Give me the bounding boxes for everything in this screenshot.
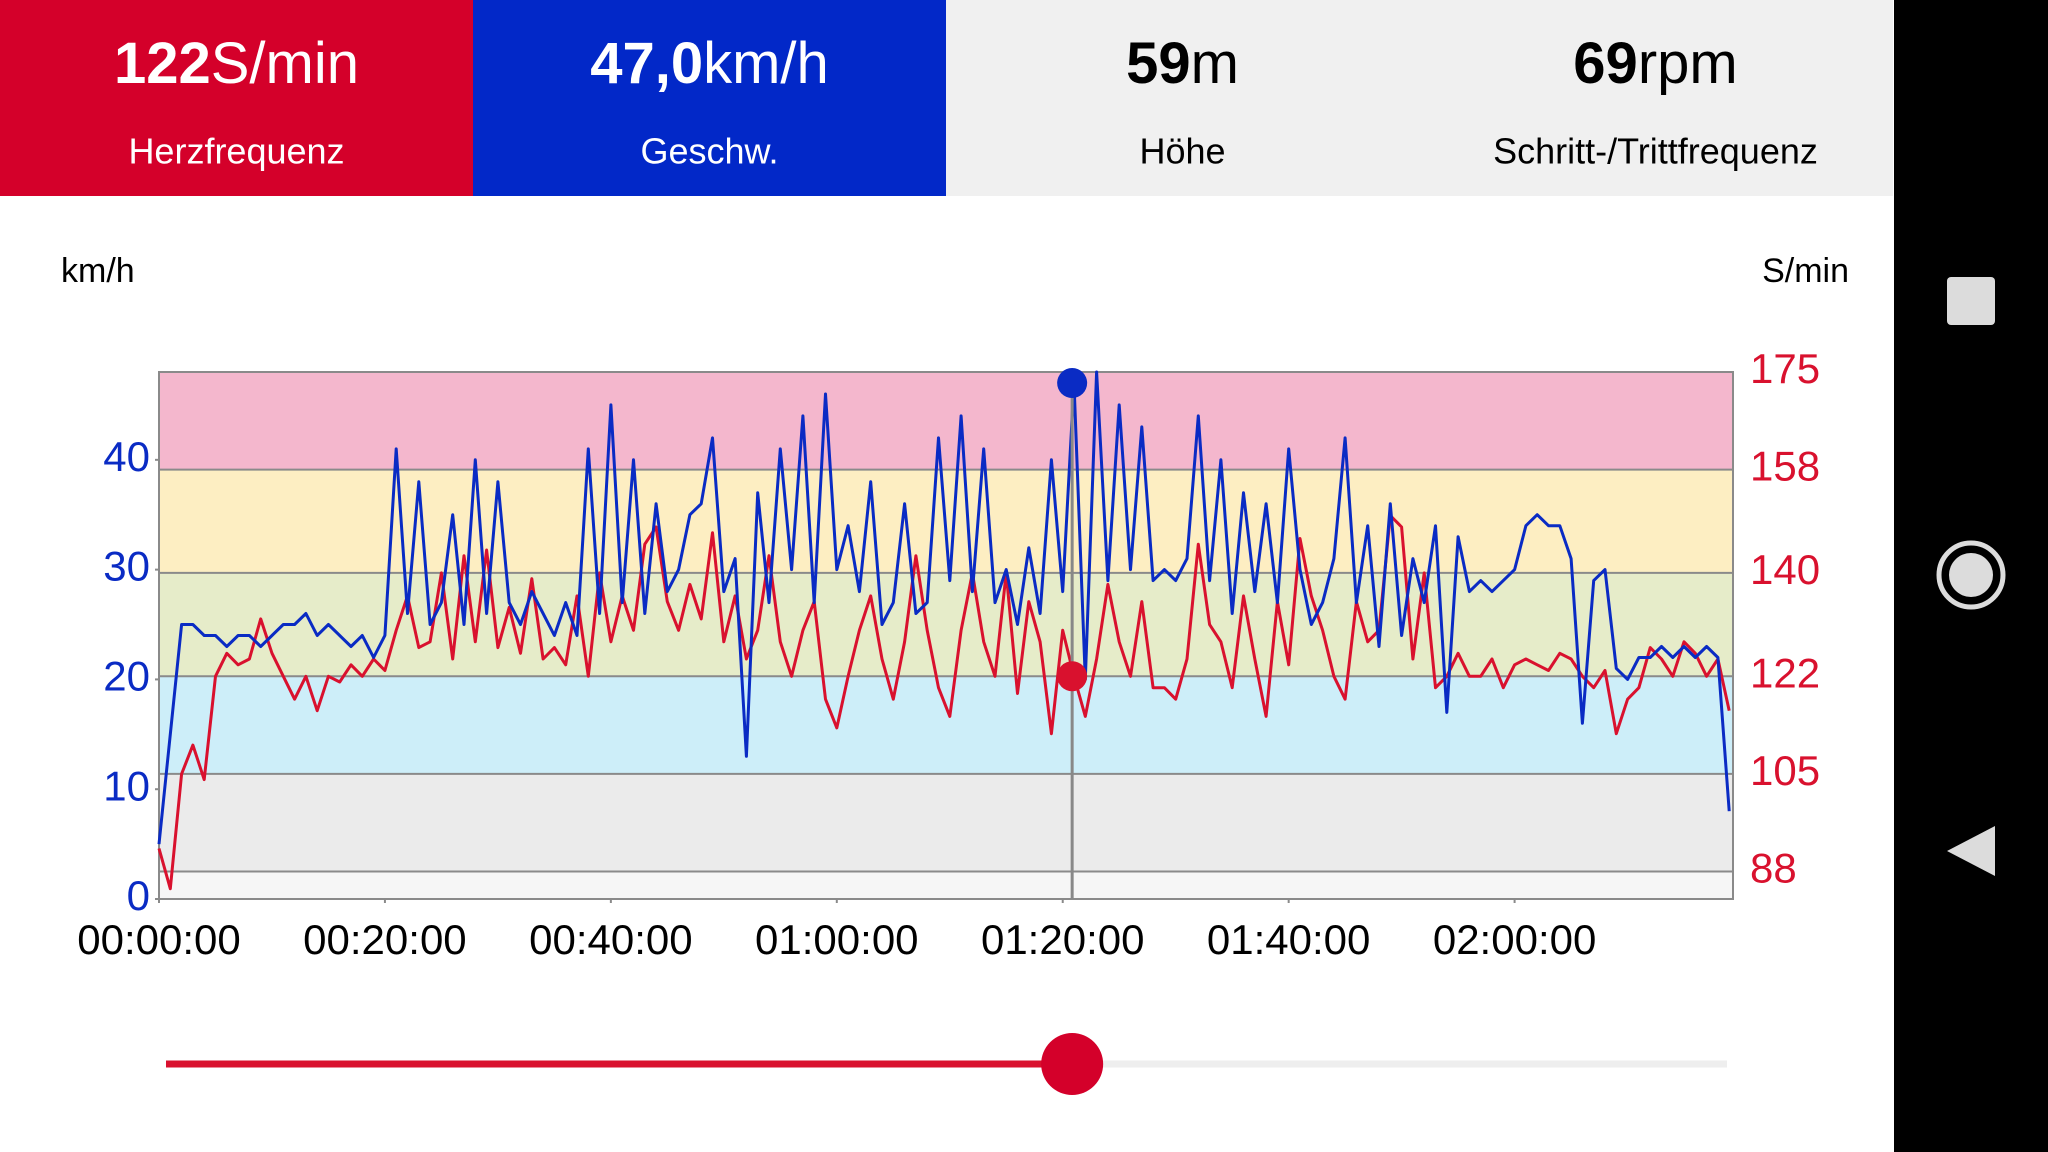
metric-number: 59 [1126,31,1191,96]
zone-band [159,871,1733,899]
x-tick-label: 01:20:00 [981,916,1145,963]
metric-label: Herzfrequenz [128,131,344,172]
y2-axis-unit: S/min [1762,252,1849,290]
metric-value: 69rpm [1573,31,1737,96]
x-tick-label: 01:00:00 [755,916,919,963]
metric-value: 59m [1126,31,1239,96]
home-button-dot [1949,553,1993,597]
back-button[interactable] [1947,826,1995,876]
cursor-speed-dot [1057,367,1088,398]
data-line [157,514,1731,891]
metric-unit: rpm [1638,31,1738,96]
y2-tick-label: 122 [1750,649,1820,696]
x-tick-label: 00:00:00 [77,916,241,963]
zone-band [159,676,1733,774]
metric-unit: m [1191,31,1239,96]
y2-tick-label: 140 [1750,546,1820,593]
metric-tile [1419,0,1893,196]
cursor-hr-dot [1057,661,1088,692]
metric-value: 122S/min [114,31,359,96]
metric-number: 69 [1573,31,1638,96]
metric-tile [0,0,474,196]
metric-tile [946,0,1420,196]
y-tick-label: 40 [103,433,150,480]
y2-tick-label: 88 [1750,845,1797,892]
y-tick-label: 20 [103,653,150,700]
recents-button[interactable] [1947,277,1995,325]
zone-band [159,773,1733,872]
y2-tick-label: 175 [1750,345,1820,392]
y-tick-label: 30 [103,543,150,590]
metric-number: 122 [114,31,211,96]
metric-value: 47,0km/h [590,31,829,96]
zone-band [159,372,1733,470]
plot-frame [158,371,1734,900]
metric-label: Geschw. [640,131,778,172]
y2-tick-label: 105 [1750,747,1820,794]
y-tick-label: 10 [103,762,150,809]
x-tick-label: 00:40:00 [529,916,693,963]
metric-number: 47,0 [590,31,703,96]
x-tick-label: 02:00:00 [1433,916,1597,963]
home-button[interactable] [1936,540,2006,610]
slider-knob[interactable] [1041,1033,1104,1095]
metric-unit: S/min [211,31,359,96]
y-tick-label: 0 [127,872,150,919]
metric-unit: km/h [703,31,829,96]
metric-tile [473,0,947,196]
y-axis-unit: km/h [61,252,135,290]
x-tick-label: 00:20:00 [303,916,467,963]
metric-label: Höhe [1139,131,1225,172]
x-tick-label: 01:40:00 [1207,916,1371,963]
y2-tick-label: 158 [1750,443,1820,490]
data-line [157,370,1731,845]
metric-label: Schritt-/Trittfrequenz [1493,131,1818,172]
